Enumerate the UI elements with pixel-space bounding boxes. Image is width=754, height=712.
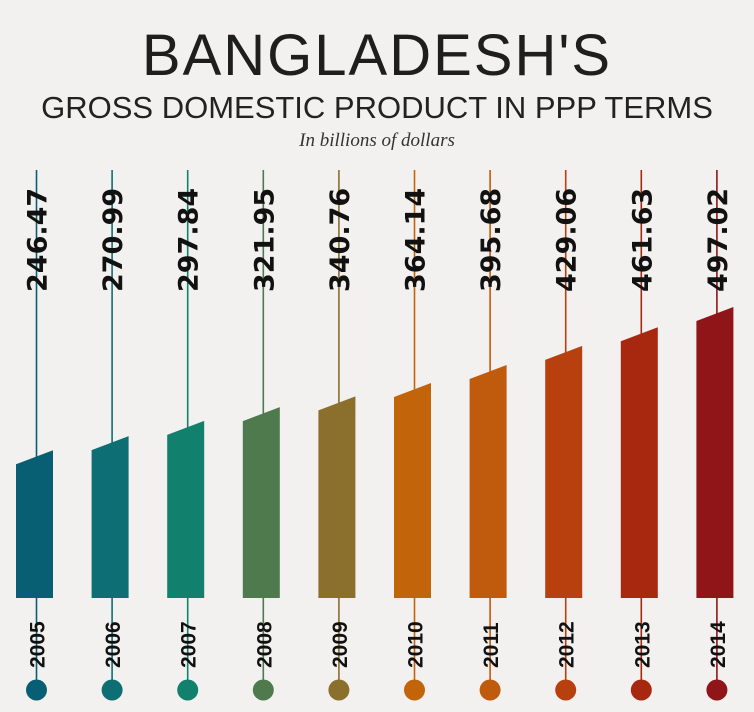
year-dot (101, 679, 123, 701)
year-label: 2011 (480, 622, 503, 668)
year-label: 2014 (707, 621, 730, 668)
year-dot (328, 679, 350, 701)
chart-title: BANGLADESH'S (141, 23, 613, 88)
year-dot (404, 679, 425, 701)
value-label: 270.99 (98, 188, 129, 292)
value-label: 364.14 (401, 188, 432, 292)
year-label: 2005 (27, 621, 50, 668)
value-label: 429.06 (552, 188, 583, 292)
bar-2005 (16, 450, 53, 598)
bar-2011 (469, 364, 507, 598)
year-dot (555, 679, 577, 701)
year-dot (177, 679, 199, 701)
year-label: 2010 (405, 621, 428, 668)
year-label: 2012 (556, 621, 579, 668)
year-label: 2013 (631, 621, 654, 668)
bar-2008 (242, 407, 280, 598)
value-label: 340.76 (325, 188, 356, 292)
bar-2013 (620, 327, 658, 598)
bar-2009 (318, 396, 356, 598)
year-dot (630, 679, 652, 701)
value-label: 246.47 (23, 188, 54, 292)
value-label: 321.95 (249, 188, 280, 292)
value-label: 461.63 (627, 188, 658, 292)
value-label: 395.68 (476, 188, 507, 292)
bar-2012 (545, 345, 583, 598)
year-dot (706, 679, 728, 701)
year-label: 2009 (329, 621, 352, 668)
value-label: 497.02 (703, 188, 734, 292)
bar-2006 (91, 436, 129, 598)
unit-label: In billions of dollars (299, 130, 455, 151)
year-label: 2008 (253, 621, 276, 668)
year-label: 2007 (178, 621, 201, 668)
year-label: 2006 (102, 621, 125, 668)
bar-2014 (696, 307, 734, 598)
year-dot (26, 679, 47, 701)
bar-2007 (167, 420, 205, 598)
value-label: 297.84 (174, 188, 205, 292)
bar-2010 (394, 382, 431, 598)
year-dot (479, 679, 501, 701)
year-dot (252, 679, 274, 701)
chart-subtitle: GROSS DOMESTIC PRODUCT IN PPP TERMS (41, 90, 713, 125)
